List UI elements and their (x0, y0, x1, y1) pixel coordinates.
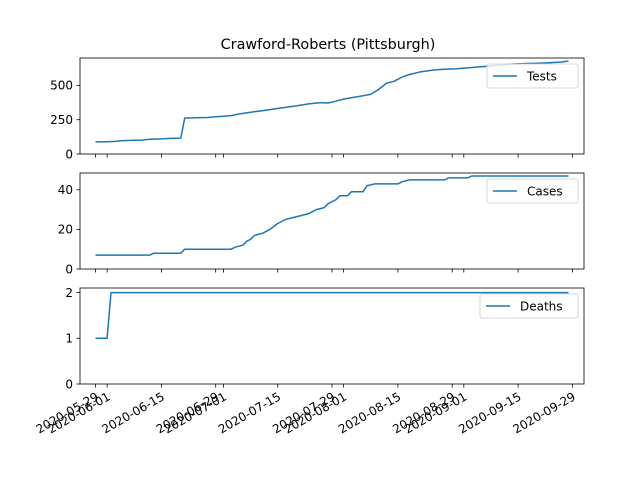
y-tick-label-tests: 250 (50, 113, 73, 127)
legend-cases: Cases (486, 178, 579, 204)
legend-box-cases (486, 178, 579, 204)
y-tick-label-deaths: 2 (65, 286, 73, 300)
chart-title: Crawford-Roberts (Pittsburgh) (221, 37, 436, 53)
legend-tests: Tests (486, 63, 579, 89)
series-line-cases (95, 175, 569, 256)
series-line-deaths (95, 291, 569, 340)
subplot-cases: 0 20 40 Cases (58, 172, 585, 276)
y-tick-label-deaths: 1 (65, 332, 73, 346)
legend-box-deaths (479, 293, 579, 319)
legend-label-cases: Cases (527, 185, 563, 199)
legend-label-deaths: Deaths (520, 300, 563, 314)
y-tick-label-deaths: 0 (65, 377, 73, 391)
legend-deaths: Deaths (479, 293, 579, 319)
y-tick-label-tests: 500 (50, 79, 73, 93)
legend-label-tests: Tests (526, 70, 557, 84)
x-axis: 2020-05-292020-06-012020-06-152020-06-29… (34, 389, 578, 436)
y-tick-label-cases: 0 (65, 262, 73, 276)
subplots: 0 250 500 Tests 0 20 40 Cases 0 1 2 Deaths (50, 57, 585, 391)
subplot-tests: 0 250 500 Tests (50, 57, 585, 161)
y-tick-label-cases: 20 (58, 223, 73, 237)
legend-box-tests (486, 63, 579, 89)
y-tick-label-tests: 0 (65, 147, 73, 161)
y-tick-label-cases: 40 (58, 183, 73, 197)
series-line-tests (95, 60, 569, 143)
subplot-deaths: 0 1 2 Deaths (65, 286, 585, 391)
